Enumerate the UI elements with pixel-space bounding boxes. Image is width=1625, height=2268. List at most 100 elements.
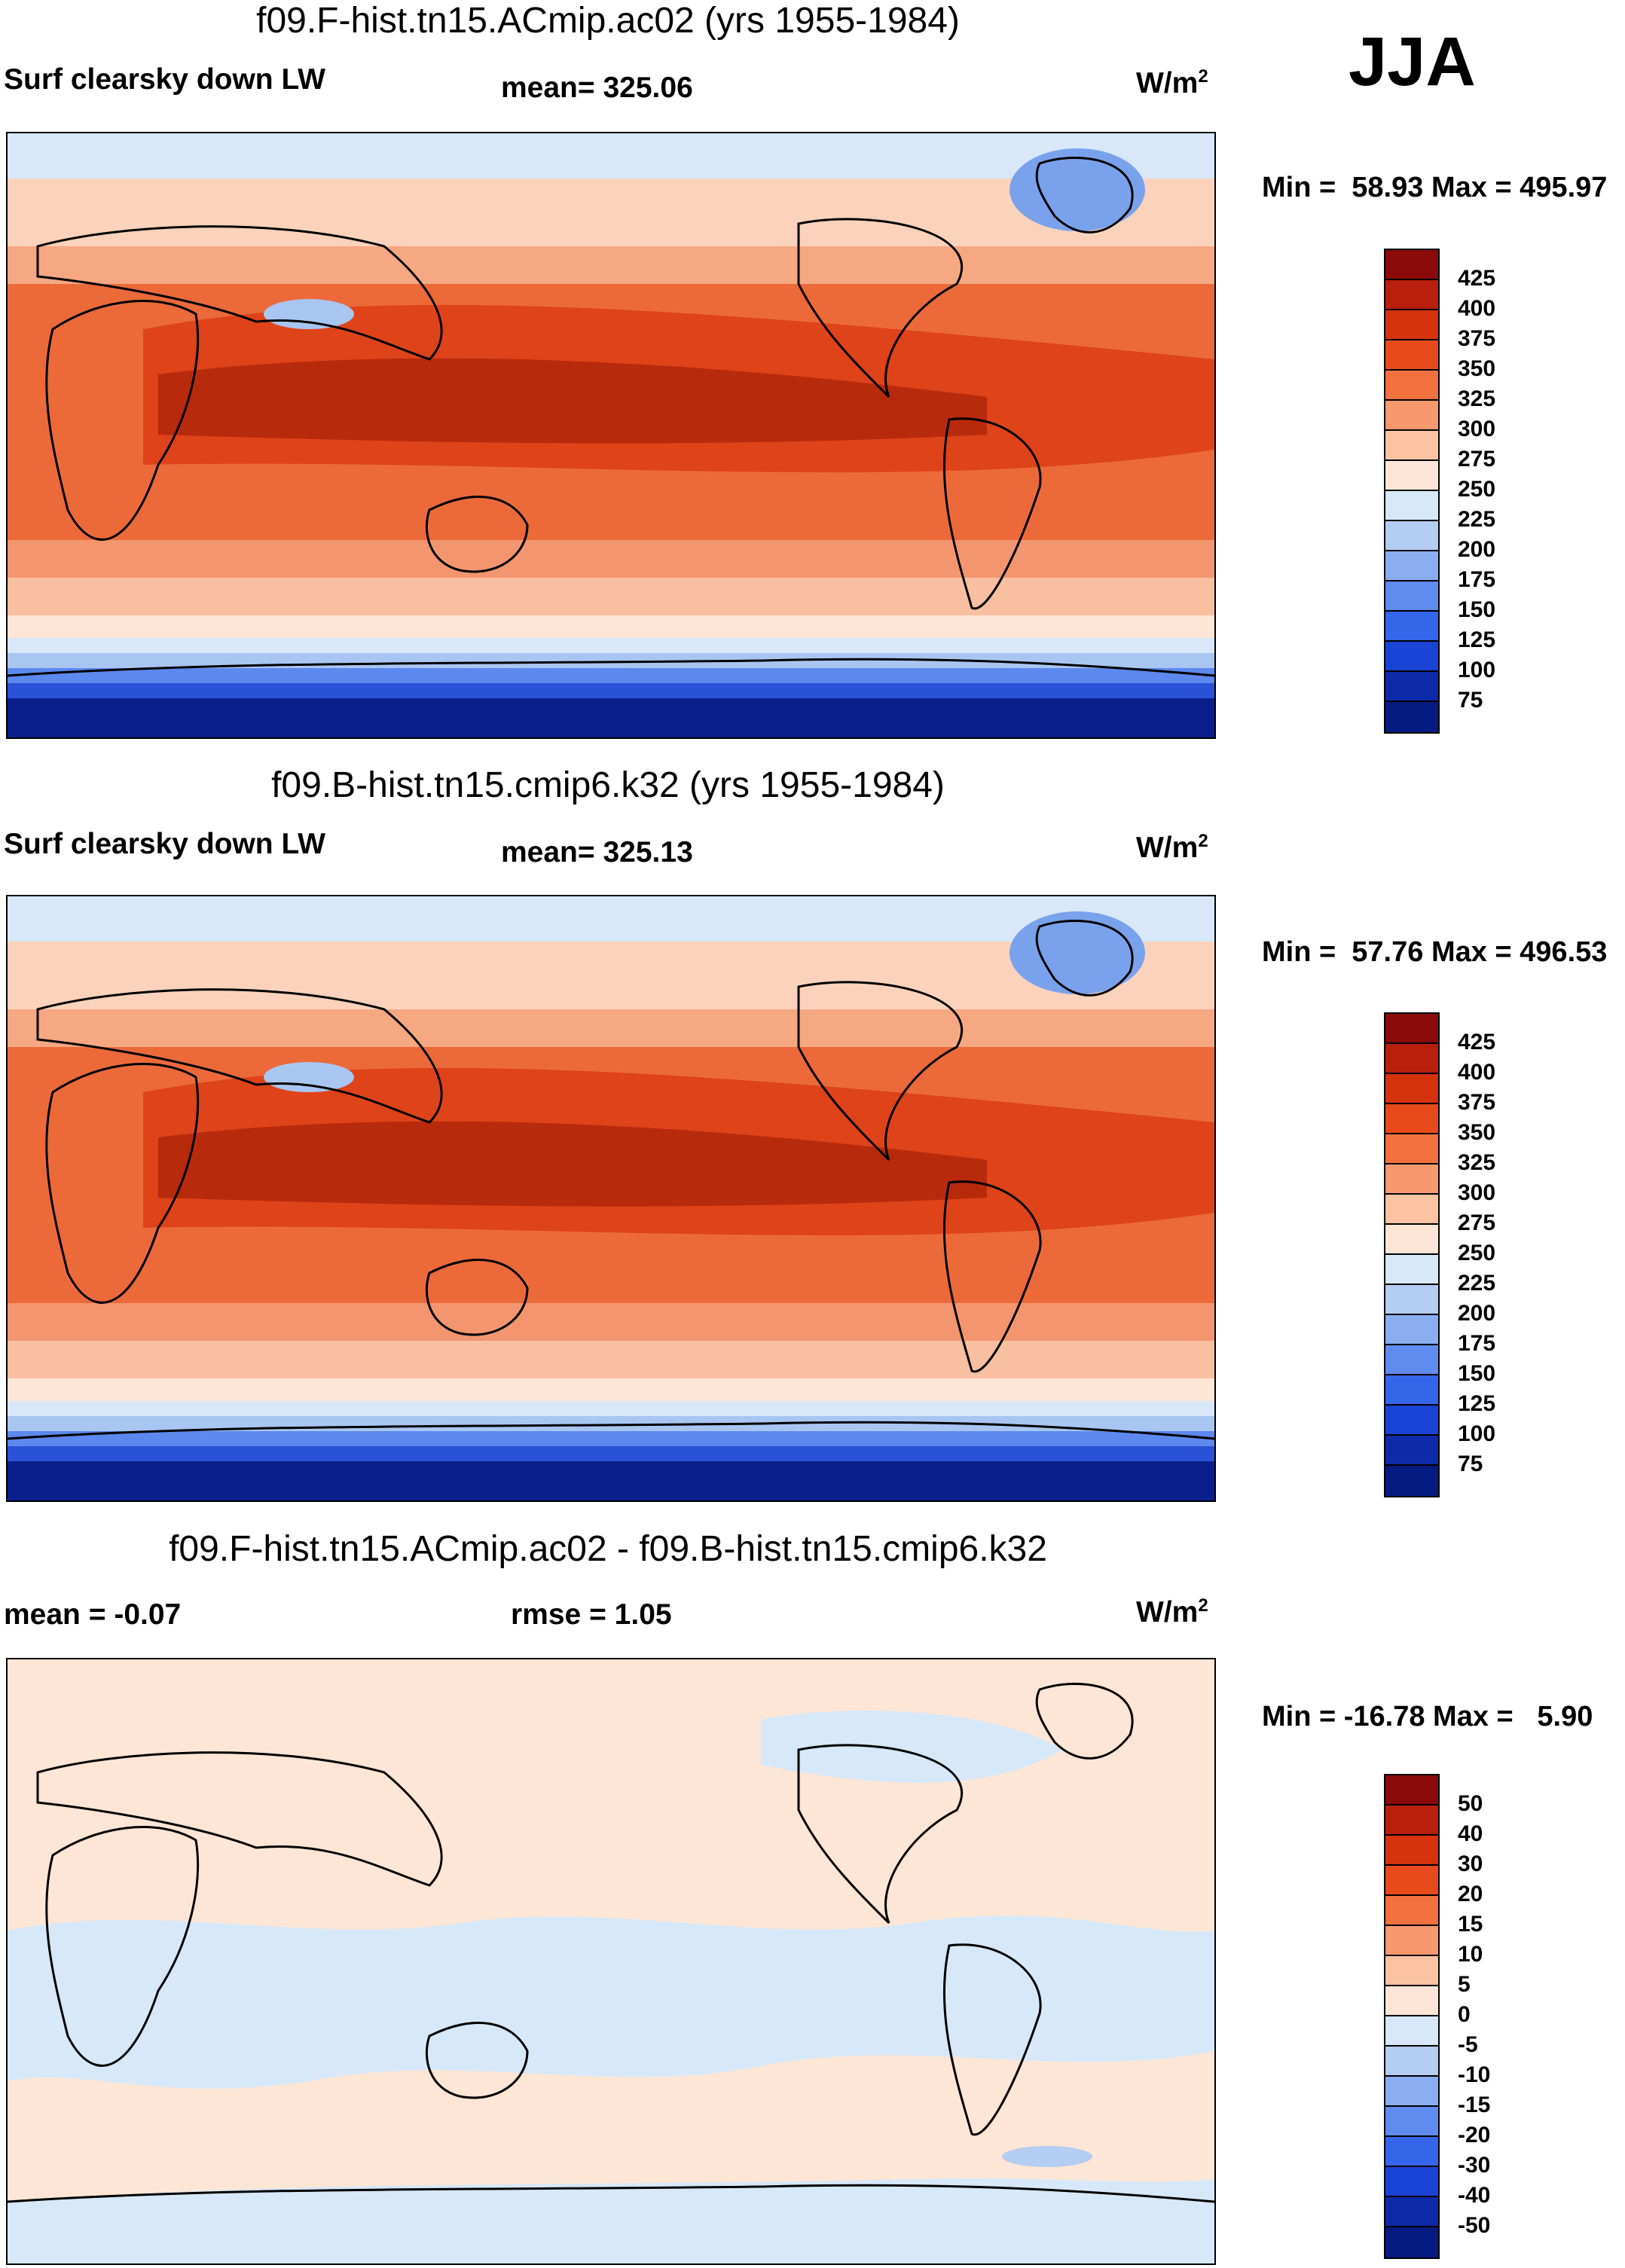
coastlines — [8, 920, 1214, 1440]
colorbar-tick: 10 — [1458, 1942, 1483, 1967]
colorbar-swatch — [1385, 1074, 1438, 1104]
colorbar-swatch — [1385, 431, 1438, 461]
colorbar-tick: 125 — [1458, 627, 1496, 652]
colorbar-swatch — [1385, 551, 1438, 581]
colorbar-swatch — [1385, 2137, 1438, 2167]
zone-polar-south — [8, 1461, 1214, 1500]
panel2-map — [6, 895, 1216, 1502]
colorbar-tick: 75 — [1458, 1451, 1483, 1476]
diff-neg-south — [8, 2178, 1214, 2263]
panel1-map-svg — [8, 133, 1214, 737]
diff-neg2-patch — [1002, 2146, 1092, 2167]
colorbar-swatch — [1385, 1225, 1438, 1255]
colorbar-swatch — [1385, 2047, 1438, 2077]
colorbar-swatch — [1385, 581, 1438, 612]
colorbar-tick: 325 — [1458, 386, 1496, 411]
colorbar-swatch — [1385, 1896, 1438, 1926]
colorbar-swatch — [1385, 491, 1438, 521]
colorbar-tick: 175 — [1458, 1331, 1496, 1356]
colorbar-tick: 50 — [1458, 1791, 1483, 1816]
panel3-minmax: Min = -16.78 Max = 5.90 — [1262, 1701, 1593, 1732]
colorbar-swatch — [1385, 702, 1438, 732]
colorbar-tick: -40 — [1458, 2183, 1491, 2208]
colorbar-swatch — [1385, 1315, 1438, 1345]
greenland-cold — [1010, 148, 1145, 231]
panel1-map — [6, 132, 1216, 739]
colorbar-swatch — [1385, 280, 1438, 310]
colorbar-tick: 15 — [1458, 1912, 1483, 1937]
zone-polar-south — [8, 698, 1214, 737]
panel2-variable-label: Surf clearsky down LW — [4, 828, 325, 860]
panel1-mean-label: mean= 325.06 — [501, 72, 693, 104]
colorbar-tick: 150 — [1458, 597, 1496, 622]
colorbar-tick: 400 — [1458, 1060, 1496, 1085]
colorbar-tick: -30 — [1458, 2153, 1491, 2178]
colorbar-tick: 400 — [1458, 296, 1496, 321]
colorbar-swatch — [1385, 310, 1438, 340]
colorbar-swatch — [1385, 1044, 1438, 1074]
colorbar-swatch — [1385, 2197, 1438, 2227]
colorbar-tick: 175 — [1458, 567, 1496, 592]
panel2-mean-label: mean= 325.13 — [501, 836, 693, 868]
colorbar-swatch — [1385, 1956, 1438, 1986]
colorbar-tick: 225 — [1458, 1271, 1496, 1296]
colorbar-swatch — [1385, 1406, 1438, 1436]
panel2-map-svg — [8, 896, 1214, 1500]
colorbar-swatch — [1385, 1195, 1438, 1225]
colorbar-tick: 275 — [1458, 447, 1496, 472]
colorbar-tick: 425 — [1458, 266, 1496, 291]
colorbar-swatch — [1385, 642, 1438, 672]
colorbar-tick: 350 — [1458, 356, 1496, 381]
panel2-colorbar — [1384, 1012, 1440, 1497]
colorbar-tick: 100 — [1458, 658, 1496, 682]
colorbar-tick: 250 — [1458, 1241, 1496, 1265]
panel2-minmax: Min = 57.76 Max = 496.53 — [1262, 936, 1608, 968]
diff-neg-north — [761, 1711, 1062, 1783]
colorbar-tick: 275 — [1458, 1210, 1496, 1235]
panel3-rmse-label: rmse = 1.05 — [511, 1598, 672, 1631]
colorbar-tick: -5 — [1458, 2032, 1478, 2057]
panel1-units: W/m2 — [1136, 66, 1208, 99]
panel1-colorbar — [1384, 249, 1440, 734]
colorbar-swatch — [1385, 1165, 1438, 1195]
colorbar-swatch — [1385, 340, 1438, 371]
colorbar-tick: 425 — [1458, 1030, 1496, 1055]
panel3-units: W/m2 — [1136, 1595, 1208, 1629]
colorbar-swatch — [1385, 371, 1438, 401]
colorbar-swatch — [1385, 1345, 1438, 1375]
colorbar-swatch — [1385, 1375, 1438, 1406]
panel1-variable-label: Surf clearsky down LW — [4, 63, 325, 96]
panel3-colorbar — [1384, 1774, 1440, 2259]
colorbar-tick: 350 — [1458, 1120, 1496, 1145]
colorbar-swatch — [1385, 672, 1438, 702]
colorbar-swatch — [1385, 1134, 1438, 1165]
colorbar-tick: 200 — [1458, 537, 1496, 562]
greenland-cold — [1010, 911, 1145, 994]
zone-tropic — [158, 358, 987, 444]
colorbar-swatch — [1385, 1836, 1438, 1866]
panel1-minmax: Min = 58.93 Max = 495.97 — [1262, 172, 1608, 203]
colorbar-tick: 325 — [1458, 1150, 1496, 1175]
colorbar-tick: 0 — [1458, 2002, 1471, 2027]
coastlines — [8, 157, 1214, 677]
colorbar-swatch — [1385, 1806, 1438, 1836]
colorbar-swatch — [1385, 1866, 1438, 1896]
colorbar-swatch — [1385, 2167, 1438, 2197]
season-label: JJA — [1349, 23, 1476, 100]
coastlines — [8, 1683, 1214, 2203]
colorbar-tick: 200 — [1458, 1301, 1496, 1326]
colorbar-tick: -15 — [1458, 2092, 1491, 2117]
colorbar-swatch — [1385, 1986, 1438, 2016]
colorbar-tick: 125 — [1458, 1391, 1496, 1416]
colorbar-tick: 75 — [1458, 688, 1483, 713]
colorbar-tick: 300 — [1458, 417, 1496, 441]
colorbar-swatch — [1385, 1104, 1438, 1134]
colorbar-tick: 30 — [1458, 1851, 1483, 1876]
colorbar-tick: 225 — [1458, 507, 1496, 532]
colorbar-swatch — [1385, 521, 1438, 551]
colorbar-swatch — [1385, 1436, 1438, 1466]
colorbar-tick: 100 — [1458, 1421, 1496, 1446]
tibet-cold — [264, 1062, 354, 1092]
colorbar-swatch — [1385, 1014, 1438, 1044]
colorbar-tick: -50 — [1458, 2213, 1491, 2238]
